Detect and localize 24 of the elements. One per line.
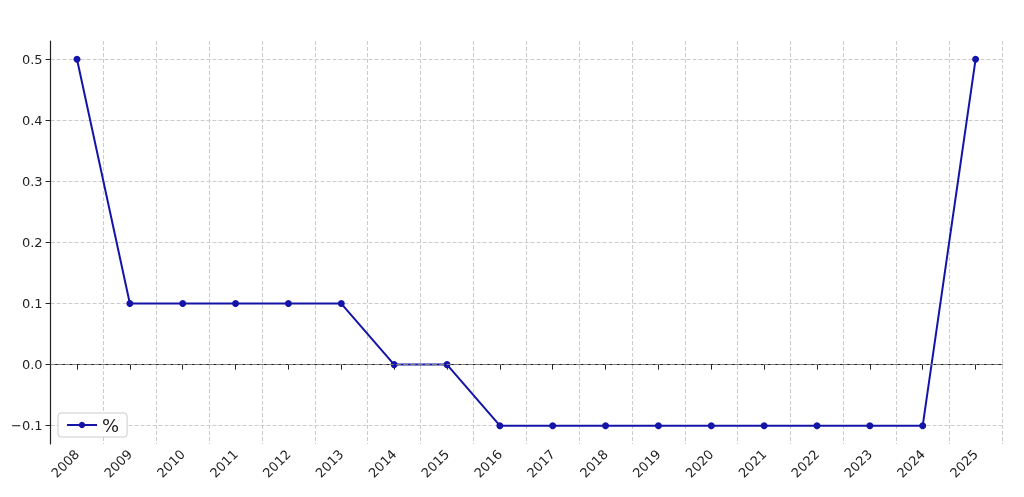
y-tick-label: 0.0 (21, 357, 43, 373)
point (707, 422, 715, 430)
point (126, 300, 134, 308)
point (813, 422, 821, 430)
point (232, 300, 240, 308)
point (866, 422, 874, 430)
point (549, 422, 557, 430)
point (337, 300, 345, 308)
y-tick-label: 0.4 (21, 112, 43, 128)
point (284, 300, 292, 308)
point (73, 55, 81, 63)
y-tick-label: 0.2 (21, 235, 43, 250)
point (179, 300, 187, 308)
point (972, 55, 980, 63)
y-tick-label: 0.3 (21, 173, 43, 189)
point (496, 422, 504, 430)
point (919, 422, 927, 430)
y-tick-label: 0.5 (21, 51, 43, 67)
point (654, 422, 662, 430)
y-tick-label: −0.1 (10, 418, 43, 434)
y-tick-label: 0.1 (21, 296, 43, 312)
point (602, 422, 610, 430)
legend-label: % (102, 414, 120, 436)
point (760, 422, 768, 430)
